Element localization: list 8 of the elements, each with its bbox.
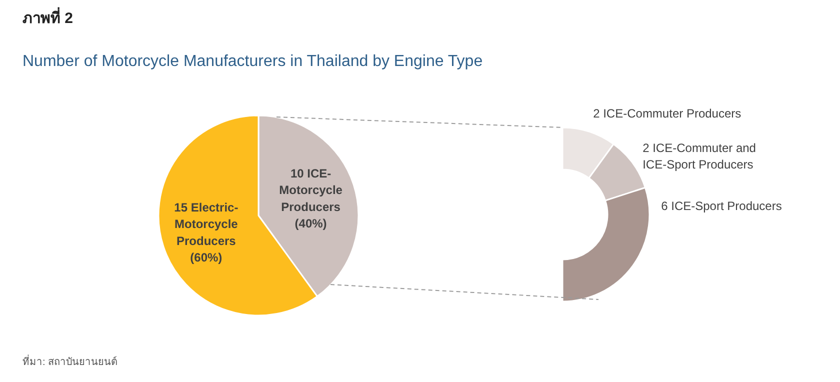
slice-label: 2 ICE-Commuter and ICE-Sport Producers	[642, 140, 756, 172]
slice-label: 6 ICE-Sport Producers	[661, 198, 782, 213]
slice-label: 10 ICE- Motorcycle Producers (40%)	[279, 166, 343, 231]
slice-label: 15 Electric- Motorcycle Producers (60%)	[174, 200, 238, 265]
text: ที่มา: สถาบันยานยนต์	[22, 354, 118, 368]
slice-label: 2 ICE-Commuter Producers	[593, 106, 742, 120]
chart-subtitle: Number of Motorcycle Manufacturers in Thailand by Engine Type	[22, 53, 483, 70]
chart-title: ภาพที่ 2	[22, 7, 74, 27]
